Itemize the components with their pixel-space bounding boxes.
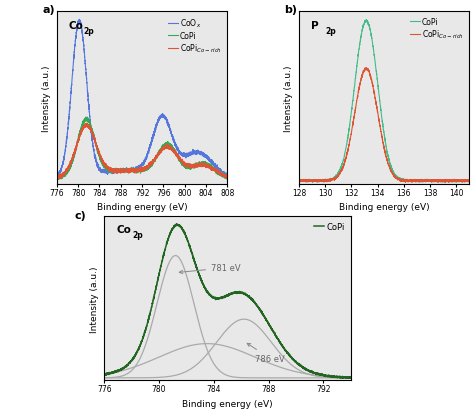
- CoO$_x$: [84, 77, 90, 82]
- Legend: CoPi, CoPi$_{Co-rich}$: CoPi, CoPi$_{Co-rich}$: [409, 16, 465, 42]
- Text: 2p: 2p: [325, 27, 336, 36]
- CoPi$_{Co-rich}$: [442, 181, 448, 186]
- CoPi$_{Co-rich}$: [430, 179, 436, 184]
- Text: a): a): [43, 5, 55, 16]
- Text: b): b): [284, 5, 297, 16]
- X-axis label: Binding energy (eV): Binding energy (eV): [182, 399, 273, 408]
- Text: 2p: 2p: [83, 27, 94, 36]
- CoPi$_{Co-rich}$: [462, 179, 467, 184]
- Text: Co: Co: [117, 225, 131, 235]
- Line: CoPi$_{Co-rich}$: CoPi$_{Co-rich}$: [299, 69, 469, 183]
- CoPi$_{Co-rich}$: [221, 173, 227, 178]
- CoO$_x$: [54, 173, 60, 178]
- Legend: CoO$_x$, CoPi, CoPi$_{Co-rich}$: CoO$_x$, CoPi, CoPi$_{Co-rich}$: [167, 16, 223, 56]
- CoPi: [203, 163, 209, 168]
- Text: P: P: [311, 21, 319, 31]
- CoPi$_{Co-rich}$: [305, 180, 310, 184]
- CoPi: [429, 180, 435, 185]
- X-axis label: Binding energy (eV): Binding energy (eV): [97, 203, 187, 212]
- CoPi: [346, 376, 352, 381]
- CoPi: [207, 293, 212, 298]
- Text: 781 eV: 781 eV: [179, 264, 241, 274]
- CoPi: [379, 115, 384, 120]
- CoPi$_{Co-rich}$: [84, 121, 90, 126]
- Text: 2p: 2p: [133, 231, 143, 240]
- CoO$_x$: [73, 31, 79, 36]
- CoPi: [83, 118, 89, 123]
- CoPi: [129, 357, 135, 362]
- CoPi$_{Co-rich}$: [466, 179, 472, 184]
- CoPi: [317, 372, 322, 377]
- Line: CoPi$_{Co-rich}$: CoPi$_{Co-rich}$: [57, 124, 228, 180]
- CoPi: [144, 322, 150, 327]
- CoPi: [54, 176, 60, 181]
- Y-axis label: Intensity (a.u.): Intensity (a.u.): [42, 65, 51, 131]
- CoPi$_{Co-rich}$: [374, 108, 380, 113]
- CoPi: [221, 175, 227, 180]
- CoPi: [54, 178, 60, 182]
- CoPi$_{Co-rich}$: [54, 174, 60, 179]
- CoPi$_{Co-rich}$: [364, 66, 369, 71]
- CoPi$_{Co-rich}$: [225, 175, 230, 180]
- CoPi$_{Co-rich}$: [83, 123, 89, 128]
- CoPi: [462, 178, 467, 183]
- Y-axis label: Intensity (a.u.): Intensity (a.u.): [284, 65, 293, 131]
- Line: CoPi: CoPi: [104, 225, 351, 378]
- CoPi$_{Co-rich}$: [119, 170, 125, 175]
- CoPi: [430, 179, 436, 184]
- Line: CoPi: CoPi: [299, 20, 469, 183]
- CoPi: [462, 179, 467, 184]
- CoPi: [466, 178, 472, 183]
- CoPi$_{Co-rich}$: [73, 143, 79, 148]
- CoPi$_{Co-rich}$: [203, 165, 209, 170]
- CoPi: [343, 375, 349, 380]
- CoPi: [225, 175, 230, 180]
- CoPi: [348, 375, 354, 380]
- CoPi: [73, 145, 79, 150]
- CoPi$_{Co-rich}$: [379, 135, 384, 139]
- CoO$_x$: [221, 171, 227, 176]
- CoPi: [84, 115, 90, 120]
- CoPi: [127, 169, 133, 173]
- CoPi$_{Co-rich}$: [462, 178, 467, 183]
- CoPi$_{Co-rich}$: [296, 178, 301, 183]
- CoPi: [173, 222, 179, 227]
- CoPi: [374, 79, 380, 83]
- CoO$_x$: [119, 168, 125, 173]
- Text: Co: Co: [69, 21, 84, 31]
- Text: 786 eV: 786 eV: [247, 344, 285, 363]
- CoPi: [296, 178, 301, 183]
- CoPi: [101, 372, 107, 377]
- CoO$_x$: [127, 168, 133, 173]
- Legend: CoPi: CoPi: [312, 221, 346, 233]
- CoO$_x$: [225, 175, 230, 180]
- Line: CoO$_x$: CoO$_x$: [57, 20, 228, 178]
- CoPi$_{Co-rich}$: [127, 167, 133, 172]
- Line: CoPi: CoPi: [57, 118, 228, 180]
- CoO$_x$: [77, 18, 82, 23]
- CoPi: [119, 169, 125, 173]
- CoO$_x$: [203, 154, 209, 159]
- Y-axis label: Intensity (a.u.): Intensity (a.u.): [90, 265, 99, 332]
- CoPi: [196, 272, 202, 276]
- X-axis label: Binding energy (eV): Binding energy (eV): [339, 203, 429, 212]
- CoO$_x$: [55, 176, 60, 181]
- CoPi: [364, 18, 369, 23]
- CoPi$_{Co-rich}$: [54, 177, 60, 182]
- CoPi: [305, 179, 310, 184]
- Text: c): c): [75, 210, 86, 220]
